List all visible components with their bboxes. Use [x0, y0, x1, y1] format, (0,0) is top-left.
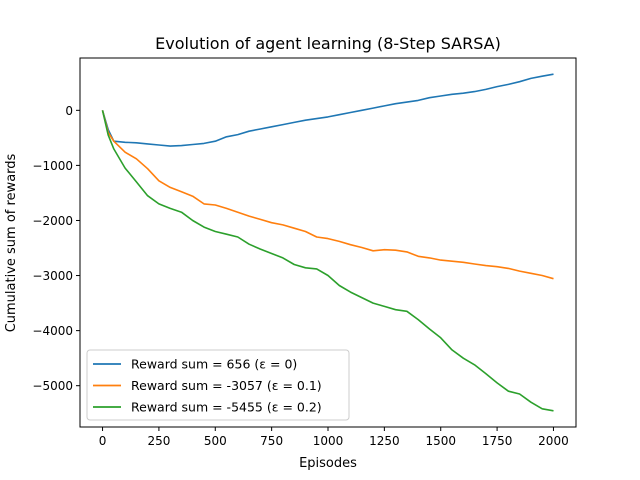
series-line-2	[101, 110, 554, 280]
x-tick-label: 500	[204, 434, 227, 448]
x-tick-label: 1500	[425, 434, 456, 448]
legend-label-1: Reward sum = 656 (ε = 0)	[131, 357, 297, 372]
legend-frame	[86, 349, 350, 421]
plot-frame	[79, 57, 577, 428]
y-tick-label: −4000	[32, 324, 73, 338]
y-tick-label: −3000	[32, 269, 73, 283]
x-tick-label: 250	[147, 434, 170, 448]
x-tick-label: 1250	[369, 434, 400, 448]
series-layer	[101, 73, 554, 412]
y-tick-label: −1000	[32, 159, 73, 173]
legend: Reward sum = 656 (ε = 0) Reward sum = -30…	[86, 349, 350, 421]
x-axis-label: Episodes	[299, 456, 357, 471]
y-axis: −5000 −4000 −3000 −2000 −1000 0	[32, 104, 80, 393]
legend-label-3: Reward sum = -5455 (ε = 0.2)	[131, 400, 322, 415]
x-tick-label: 2000	[538, 434, 569, 448]
series-line-3	[101, 110, 554, 412]
x-tick-label: 750	[260, 434, 283, 448]
legend-label-2: Reward sum = -3057 (ε = 0.1)	[131, 378, 322, 393]
y-tick-label: 0	[65, 104, 73, 118]
x-tick-label: 1750	[482, 434, 513, 448]
x-axis: 0 250 500 750 1000 1250 1500 1750 2000	[99, 427, 569, 448]
y-tick-label: −2000	[32, 214, 73, 228]
series-line-1	[101, 73, 554, 147]
x-tick-label: 1000	[313, 434, 344, 448]
y-axis-label: Cumulative sum of rewards	[4, 153, 19, 332]
chart-title: Evolution of agent learning (8-Step SARS…	[155, 34, 501, 53]
x-tick-label: 0	[99, 434, 107, 448]
y-tick-label: −5000	[32, 379, 73, 393]
